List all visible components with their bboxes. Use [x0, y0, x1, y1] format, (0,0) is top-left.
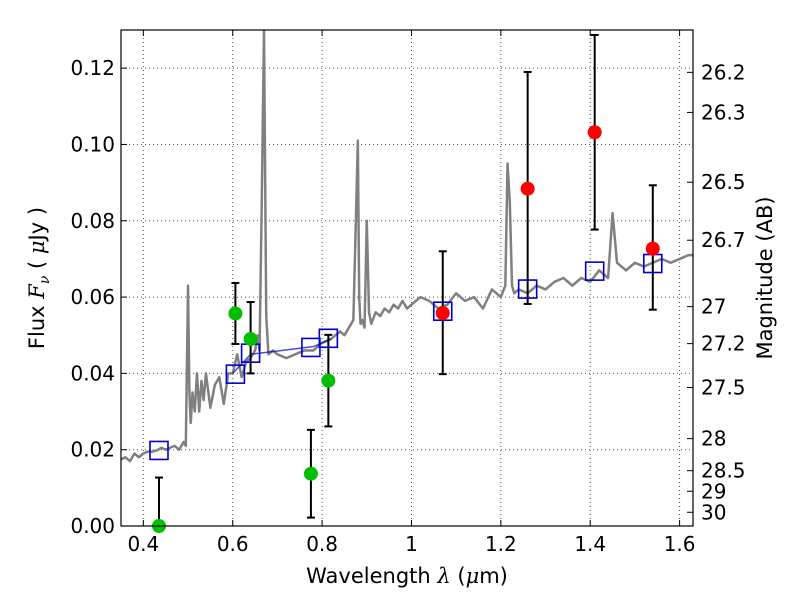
x-tick-label: 1.6 — [664, 532, 696, 556]
y-tick-label: 0.06 — [70, 285, 115, 309]
y-tick-label: 0.04 — [70, 361, 115, 385]
y2-tick-label: 26.2 — [701, 60, 746, 84]
binned-model-line — [232, 338, 332, 374]
model-band-square — [318, 328, 339, 349]
optical-photometry-point — [243, 332, 258, 347]
y2-tick-label: 27.2 — [701, 332, 746, 356]
nir-photometry-point — [587, 125, 602, 140]
y2-tick-label: 27 — [701, 295, 726, 319]
optical-photometry-point — [228, 306, 243, 321]
model-spectrum-line — [121, 30, 693, 463]
model-band-square — [584, 261, 605, 281]
model-band-square — [149, 440, 169, 461]
x-axis-title: Wavelength λ (μm) — [306, 564, 508, 588]
y2-tick-label: 30 — [701, 500, 726, 524]
y-axis-title: Flux Fν ( μJy ) — [25, 207, 53, 349]
y2-tick-label: 29 — [701, 479, 726, 503]
y2-tick-label: 26.5 — [701, 170, 746, 194]
plot-series — [121, 30, 693, 463]
y-tick-label: 0.08 — [70, 209, 115, 233]
y-tick-label: 0.12 — [70, 56, 115, 80]
y2-axis-title: Magnitude (AB) — [753, 196, 777, 359]
model-band-square — [432, 301, 453, 321]
y2-tick-label: 26.3 — [701, 100, 746, 124]
x-tick-label: 1.2 — [485, 532, 517, 556]
x-tick-label: 1.4 — [574, 532, 606, 556]
nir-photometry-point — [645, 241, 660, 256]
y2-tick-label: 27.5 — [701, 376, 746, 400]
plot-frame — [120, 29, 694, 527]
x-tick-label: 0.8 — [306, 532, 338, 556]
y-tick-label: 0.00 — [70, 514, 115, 538]
x-tick-label: 0.4 — [127, 532, 159, 556]
optical-photometry-point — [303, 466, 318, 481]
x-tick-label: 0.6 — [217, 532, 249, 556]
nir-photometry-point — [520, 181, 535, 196]
y-tick-label: 0.10 — [70, 132, 115, 156]
optical-photometry-point — [321, 373, 336, 388]
axis-ticks: 0.4 0.6 0.8 1 1.2 1.4 1.6 0.00 0.02 0.04 0.06 0.08 0… — [70, 30, 746, 556]
y2-tick-label: 28 — [701, 427, 726, 451]
y-tick-label: 0.02 — [70, 438, 115, 462]
model-band-square — [225, 364, 246, 384]
model-band-square — [517, 279, 538, 299]
x-tick-label: 1 — [405, 532, 418, 556]
plot-markers — [149, 33, 663, 533]
y2-tick-label: 26.7 — [701, 228, 746, 252]
y2-tick-label: 28.5 — [701, 459, 746, 483]
nir-photometry-point — [435, 306, 450, 321]
